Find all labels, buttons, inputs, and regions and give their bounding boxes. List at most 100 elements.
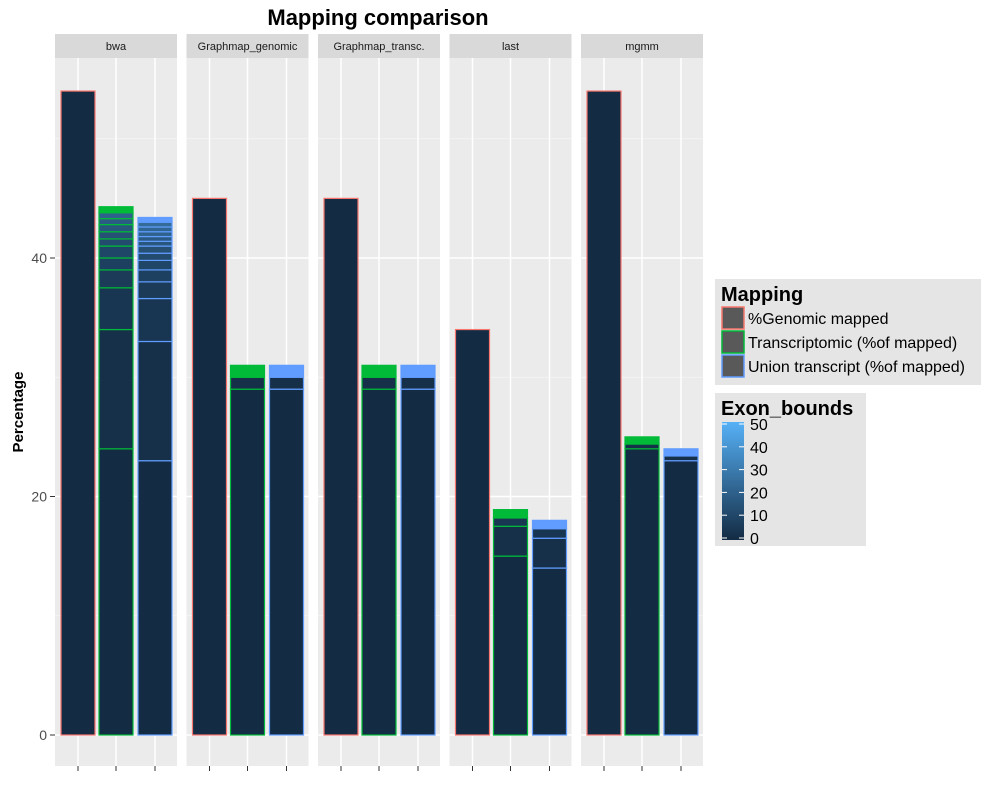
y-tick-label: 20 [31,489,47,505]
legend-exon-bounds: Exon_bounds 0 10 20 30 40 50 [715,393,866,548]
legend-mapping-label: Transcriptomic (%of mapped) [748,335,957,352]
panel-strip [449,34,572,58]
bar-segment [98,328,134,450]
panel-mgmm: mgmm [581,34,703,771]
bar-segment [98,448,134,736]
panel-strip [55,34,177,58]
bar-segment [268,376,305,390]
bar-genomic [323,197,359,736]
bar-genomic [60,90,96,736]
legend-mapping-key [721,330,745,354]
bar-segment [98,206,134,214]
bar-segment [137,269,173,283]
bar-segment [137,245,173,254]
panel-strip-label: Graphmap_genomic [198,41,298,53]
bar-genomic [586,90,622,736]
panel-strip-label: mgmm [625,41,659,53]
bar-segment [531,528,568,539]
bar-segment [663,448,699,457]
bar-segment [137,297,173,343]
bar-union [663,448,699,736]
legend-mapping: Mapping %Genomic mapped Transcriptomic (%o… [715,279,981,385]
bar-segment [454,328,491,736]
legend-exon-tick-label: 20 [750,485,768,502]
bar-segment [400,376,436,390]
bar-segment [268,388,305,736]
bar-segment [60,90,96,736]
bar-genomic [191,197,228,736]
bar-segment [492,525,529,557]
panel-bwa: bwa [55,34,177,771]
legend-exon-colorbar [722,422,744,540]
bar-segment [98,269,134,289]
bar-segment [531,537,568,569]
legend-exon-tick-label: 50 [750,417,768,434]
panel-graphmap-genomic: Graphmap_genomic [186,34,309,771]
legend-mapping-label: Union transcript (%of mapped) [748,359,965,376]
bar-segment [531,567,568,736]
panel-strip [318,34,440,58]
legend-layer: Mapping %Genomic mapped Transcriptomic (%o… [715,279,981,548]
bar-segment [98,238,134,247]
bar-transcriptomic [361,364,397,736]
bar-segment [137,226,173,233]
bar-segment [98,231,134,240]
y-axis-label: Percentage [10,372,27,453]
bar-segment [137,240,173,247]
bar-segment [98,224,134,233]
bar-segment [663,455,699,462]
bar-segment [98,245,134,259]
legend-exon-tick-label: 30 [750,463,768,480]
bar-segment [400,388,436,736]
bar-segment [137,259,173,271]
bar-segment [98,287,134,331]
legend-exon-title: Exon_bounds [721,398,853,420]
legend-mapping-title: Mapping [721,284,803,306]
legend-exon-tick-label: 10 [750,508,768,525]
chart-title: Mapping comparison [267,5,488,30]
legend-exon-tick-label: 0 [750,531,759,548]
panel-strip [581,34,703,58]
bar-segment [268,364,305,378]
bar-segment [137,340,173,462]
panel-last: last [449,34,572,771]
panel-graphmap-transc-: Graphmap_transc. [318,34,440,771]
bar-segment [361,388,397,736]
bar-segment [624,436,660,445]
panel-strip-label: Graphmap_transc. [333,41,424,53]
bar-union [137,216,173,736]
bar-segment [137,252,173,261]
bar-union [531,519,568,736]
bar-segment [98,218,134,226]
bar-segment [492,517,529,527]
bar-segment [229,388,266,736]
legend-mapping-label: %Genomic mapped [748,311,889,328]
bar-segment [137,281,173,300]
bar-segment [229,364,266,378]
bar-transcriptomic [98,206,134,736]
legend-mapping-key [721,354,745,378]
bar-union [268,364,305,736]
panels-layer: bwa Graphmap_genomic Graphmap_transc. last m… [31,34,703,771]
bar-segment [492,555,529,736]
panel-strip-label: bwa [106,41,127,53]
bar-transcriptomic [229,364,266,736]
legend-exon-tick-label: 40 [750,440,768,457]
bar-segment [361,376,397,390]
bar-segment [624,448,660,736]
bar-segment [586,90,622,736]
bar-segment [323,197,359,736]
bar-segment [361,364,397,378]
bar-transcriptomic [624,436,660,736]
bar-transcriptomic [492,509,529,736]
bar-segment [137,460,173,736]
panel-strip [186,34,309,58]
bar-segment [137,235,173,242]
bar-union [400,364,436,736]
bar-segment [492,509,529,519]
legend-mapping-background [715,279,981,385]
bar-segment [137,231,173,238]
bar-segment [400,364,436,378]
